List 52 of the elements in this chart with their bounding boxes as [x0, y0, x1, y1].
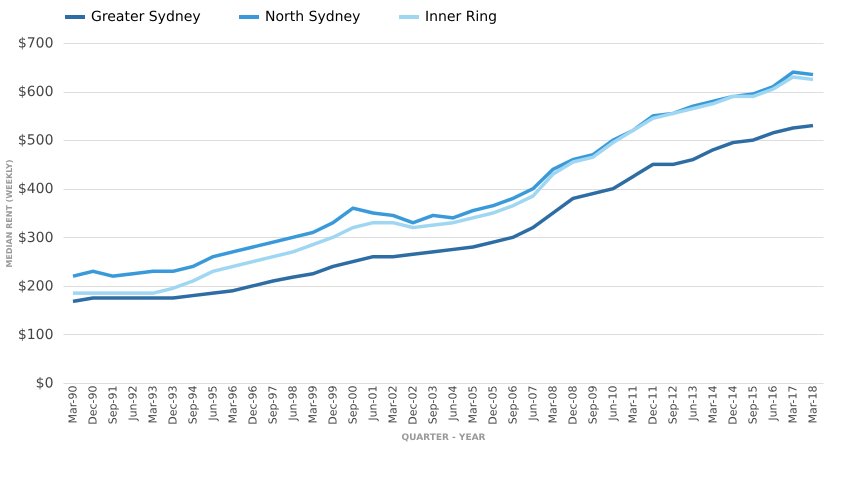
x-tick-label: Dec-08	[566, 386, 580, 425]
x-tick-label: Mar-08	[546, 386, 560, 424]
y-tick-label: $400	[18, 181, 54, 198]
x-tick-label: Mar-11	[626, 386, 640, 424]
x-tick-label: Mar-96	[226, 386, 240, 424]
x-tick-label: Sep-91	[106, 386, 120, 424]
x-tick-label: Jun-01	[366, 386, 380, 422]
y-tick-label: $200	[18, 278, 54, 294]
legend-label: North Sydney	[265, 9, 360, 25]
x-tick-label: Jun-07	[526, 386, 540, 422]
x-tick-label: Dec-11	[646, 386, 660, 425]
x-tick-label: Sep-97	[266, 386, 280, 424]
legend-label: Inner Ring	[425, 9, 498, 25]
line-series	[71, 124, 815, 304]
x-tick-label: Dec-02	[406, 386, 420, 425]
x-tick-label: Mar-90	[66, 386, 80, 424]
x-tick-label: Sep-15	[746, 386, 760, 424]
x-tick-label: Sep-94	[186, 386, 200, 424]
x-tick-label: Sep-12	[666, 386, 680, 424]
y-tick-label: $500	[18, 132, 54, 149]
x-tick-label: Dec-99	[326, 386, 340, 425]
x-tick-label: Sep-09	[586, 386, 600, 424]
x-tick-label: Jun-16	[766, 386, 780, 422]
x-tick-label: Mar-99	[306, 386, 320, 424]
x-tick-label: Mar-02	[386, 386, 400, 424]
y-tick-label: $700	[18, 36, 54, 52]
x-axis-title: QUARTER - YEAR	[402, 432, 486, 443]
x-tick-label: Dec-05	[486, 386, 500, 425]
y-tick-label: $100	[18, 326, 54, 343]
x-tick-label: Jun-04	[446, 386, 460, 422]
x-tick-label: Sep-00	[346, 386, 360, 424]
x-tick-label: Sep-06	[506, 386, 520, 424]
x-tick-label: Mar-17	[786, 386, 800, 424]
x-tick-label: Mar-05	[466, 386, 480, 424]
x-tick-label: Mar-93	[146, 386, 160, 424]
legend-label: Greater Sydney	[91, 9, 201, 25]
y-axis-title: MEDIAN RENT (WEEKLY)	[4, 159, 14, 268]
y-tick-label: $600	[18, 84, 54, 100]
x-tick-label: Dec-90	[86, 386, 100, 425]
x-tick-label: Dec-96	[246, 386, 260, 425]
x-tick-label: Mar-14	[706, 386, 720, 424]
x-tick-label: Jun-98	[286, 386, 300, 422]
y-tick-label: $300	[18, 230, 54, 246]
x-tick-label: Sep-03	[426, 386, 440, 424]
x-tick-label: Jun-92	[126, 386, 140, 422]
y-tick-label: $0	[36, 376, 54, 392]
x-tick-label: Dec-93	[166, 386, 180, 425]
x-tick-label: Mar-18	[806, 386, 820, 424]
x-tick-label: Jun-13	[686, 386, 700, 422]
x-tick-label: Dec-14	[726, 386, 740, 425]
x-tick-label: Jun-10	[606, 386, 620, 422]
x-tick-label: Jun-95	[206, 386, 220, 422]
